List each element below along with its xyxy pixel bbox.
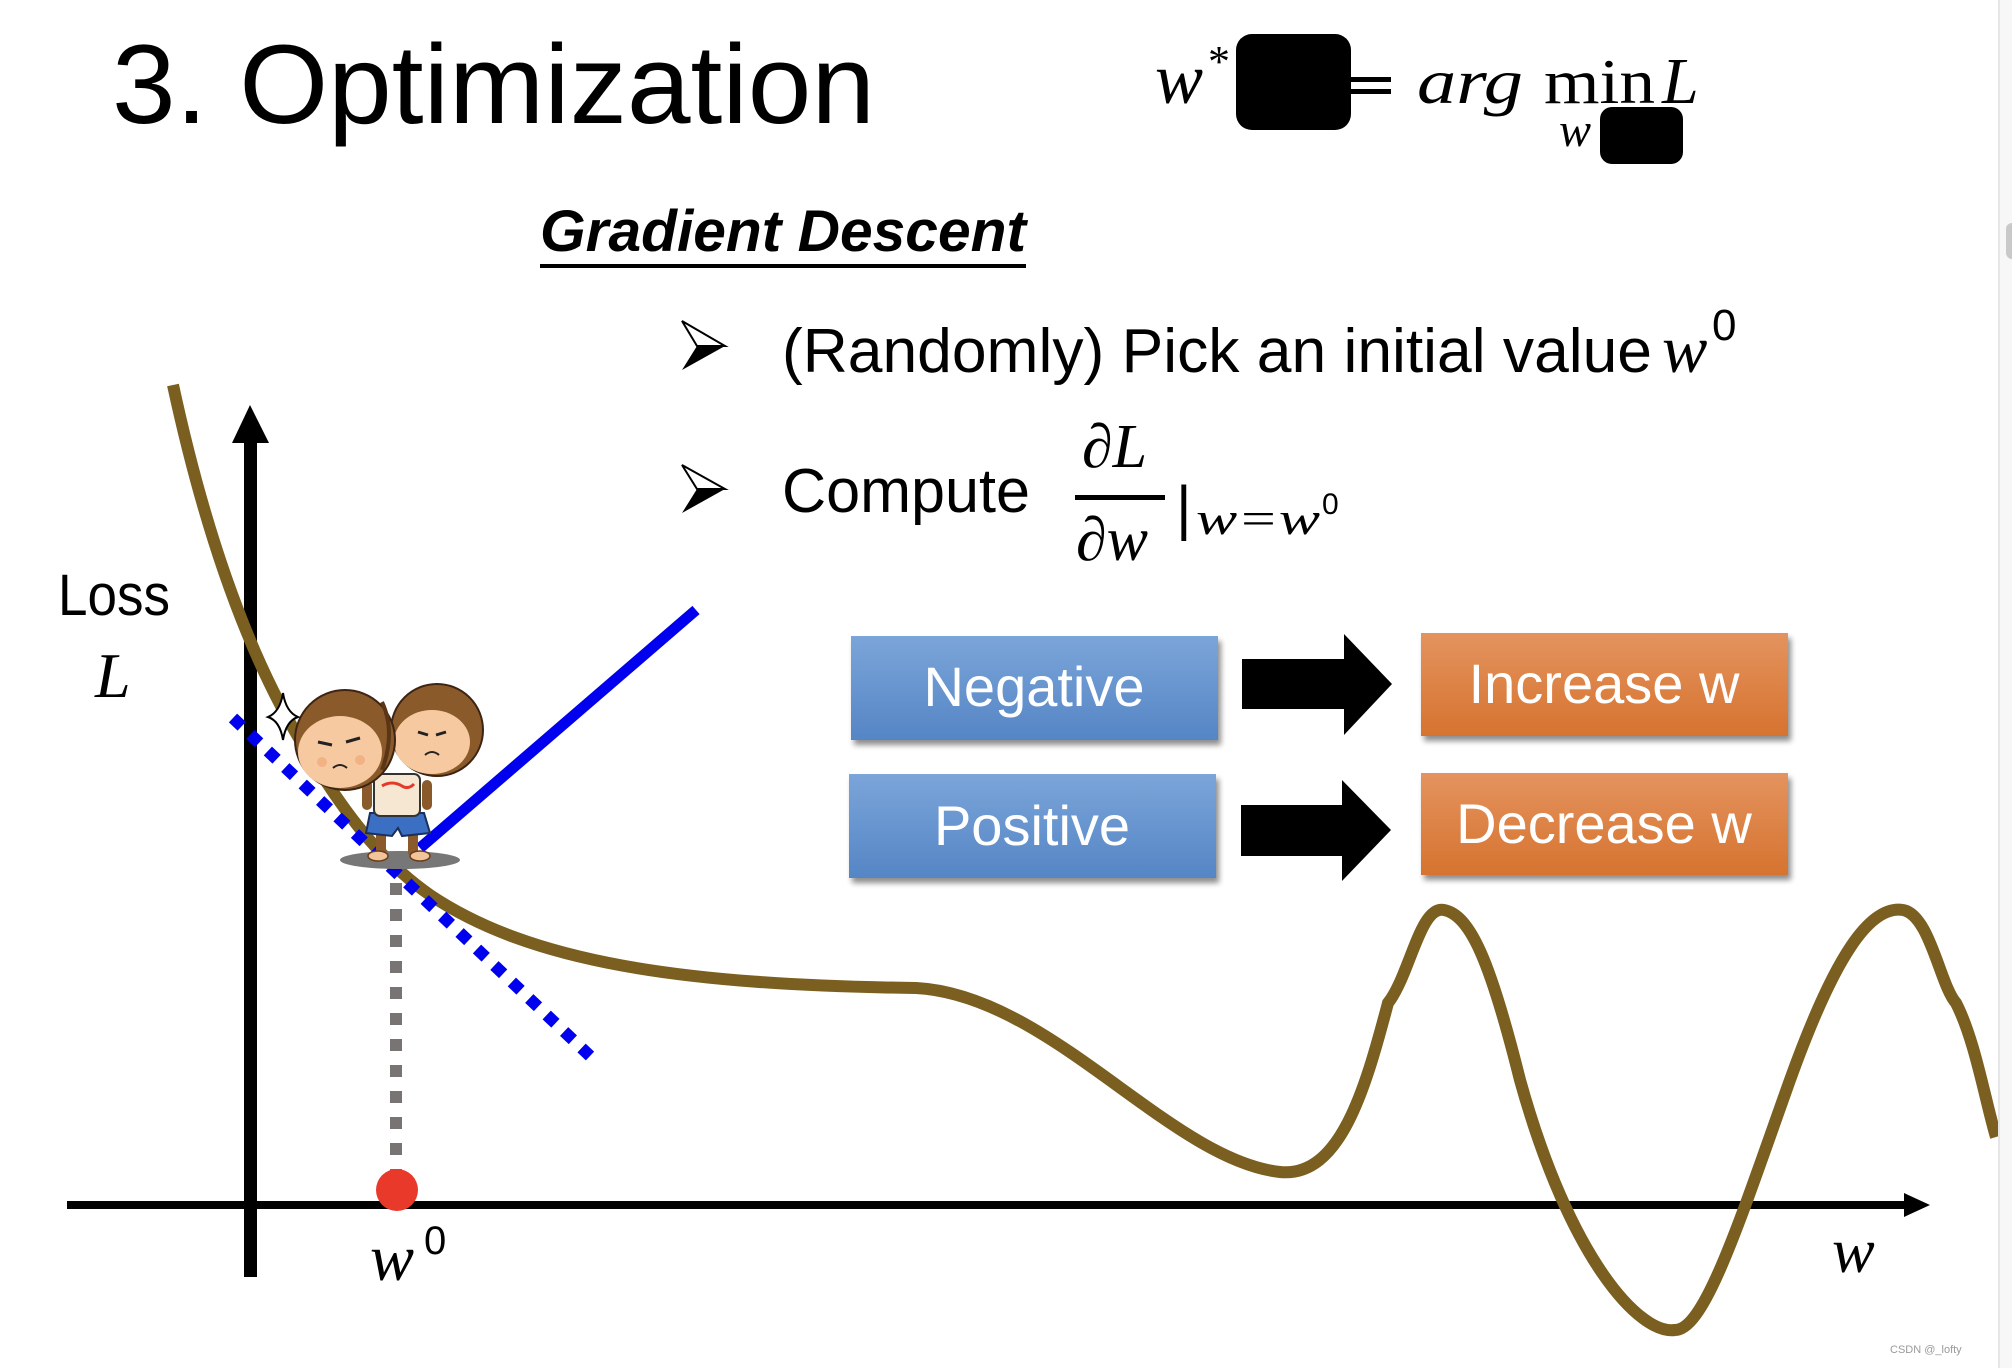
y-axis-symbol: L [94, 640, 131, 711]
objective-formula: w * arg min L w [1155, 34, 1699, 164]
formula-lhs-sup: * [1208, 37, 1230, 86]
sparkle-icon [265, 692, 301, 741]
action-label: Increase w [1469, 652, 1740, 715]
condition-label: Negative [923, 655, 1144, 718]
y-axis-label: Loss [58, 563, 170, 628]
start-point-label-sup: 0 [424, 1219, 446, 1263]
x-axis-symbol: w [1832, 1215, 1875, 1286]
subtitle-underline [540, 264, 1026, 268]
eval-sup: 0 [1322, 488, 1339, 521]
watermark: CSDN @_lofty [1890, 1344, 1962, 1356]
loss-curve [167, 383, 2002, 1337]
condition-label: Positive [934, 794, 1130, 857]
start-point [376, 1169, 418, 1211]
right-arrow-icon [1242, 634, 1392, 735]
start-point-label: w [370, 1222, 414, 1295]
formula-target: L [1661, 45, 1699, 118]
character-shadow [340, 851, 460, 869]
y-axis-arrowhead [232, 405, 269, 443]
section-subtitle: Gradient Descent [540, 199, 1029, 264]
equals-sign [1351, 77, 1391, 82]
action-box-decrease [1421, 773, 1788, 875]
page-title: 3. Optimization [112, 22, 875, 147]
action-box-increase [1421, 633, 1788, 736]
bullet-item-2: Compute ∂L ∂w | w=w 0 [681, 413, 1339, 574]
eval-at: w=w [1196, 493, 1320, 544]
action-label: Decrease w [1456, 792, 1752, 855]
arrow-bullet-icon-highlight [681, 320, 729, 347]
formula-lhs: w [1155, 39, 1203, 119]
redaction-box [1236, 34, 1351, 130]
direction-line [416, 605, 700, 853]
eval-bar: | [1176, 474, 1192, 541]
bullet-item-1: (Randomly) Pick an initial value w 0 [681, 301, 1736, 387]
y-axis [244, 440, 257, 1277]
right-arrow-icon [1241, 780, 1391, 881]
rule-positive: Positive Decrease w [849, 773, 1788, 881]
arrow-bullet-icon-highlight [681, 464, 729, 490]
condition-box-negative [851, 636, 1218, 740]
equals-sign-lower [1351, 89, 1391, 94]
formula-sub: w [1559, 104, 1591, 157]
x-axis [67, 1201, 1907, 1209]
condition-box-positive [849, 774, 1216, 878]
rule-negative: Negative Increase w [851, 633, 1788, 740]
bullet-1-math: w [1662, 311, 1707, 387]
cartoon-character-icon [294, 683, 484, 869]
vertical-scrollbar[interactable] [1998, 0, 2012, 1368]
derivative-denominator: ∂w [1076, 506, 1148, 574]
redaction-box-small [1600, 107, 1683, 164]
bullet-1-text: (Randomly) Pick an initial value [782, 317, 1652, 386]
scrollbar-thumb[interactable] [2006, 223, 2012, 259]
tangent-line-dotted [228, 713, 595, 1061]
bullet-2-text: Compute [782, 457, 1030, 526]
fraction-bar [1075, 495, 1165, 500]
derivative-numerator: ∂L [1082, 413, 1147, 481]
bullet-1-math-sup: 0 [1712, 301, 1736, 350]
formula-min: min [1544, 46, 1655, 117]
formula-arg: arg [1417, 46, 1523, 117]
x-axis-arrowhead [1904, 1193, 1930, 1217]
